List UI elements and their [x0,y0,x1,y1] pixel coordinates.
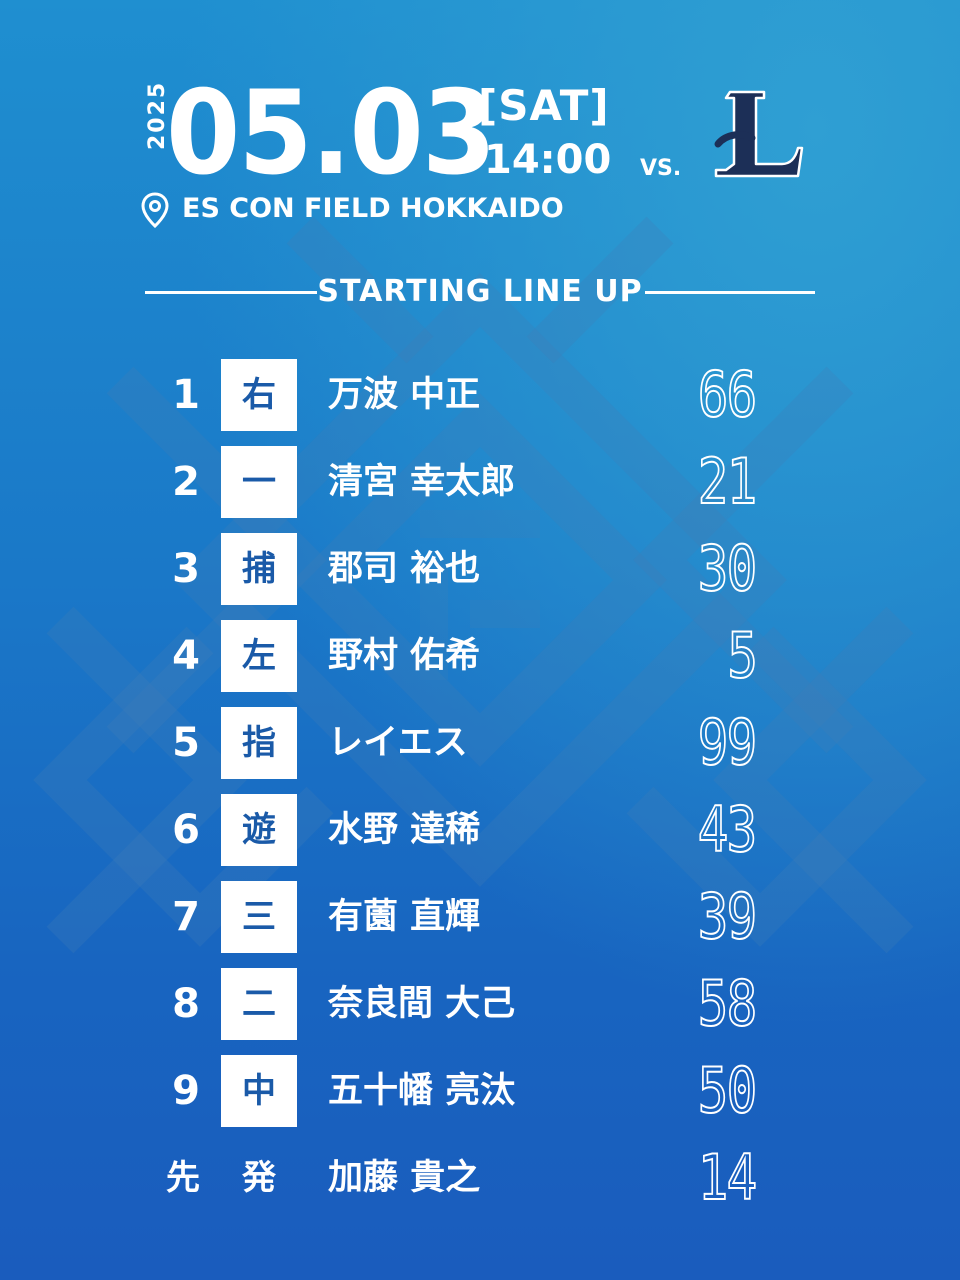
player-name: 郡司 裕也 [328,549,481,589]
batting-order: 9 [172,1068,200,1114]
batting-order: 7 [172,894,200,940]
lineup-row: 7 三 有薗 直輝 39 [0,878,960,956]
uniform-number: 99 [697,705,758,780]
uniform-number: 66 [697,357,758,432]
uniform-number: 5 [726,618,758,693]
pitcher-name: 加藤 貴之 [328,1158,481,1198]
lineup-row: 8 二 奈良間 大己 58 [0,965,960,1043]
starting-pitcher-label-2: 発 [242,1158,276,1198]
position-badge: 左 [221,620,297,692]
batting-order: 2 [172,459,200,505]
player-name: 清宮 幸太郎 [328,462,516,502]
player-name: 有薗 直輝 [328,897,481,937]
venue-name: ES CON FIELD HOKKAIDO [182,193,564,224]
uniform-number: 43 [697,792,758,867]
lineup-row: 1 右 万波 中正 66 [0,356,960,434]
uniform-number: 58 [697,966,758,1041]
batting-order: 5 [172,720,200,766]
position-badge: 指 [221,707,297,779]
batting-order: 4 [172,633,200,679]
batting-order: 8 [172,981,200,1027]
position-badge: 二 [221,968,297,1040]
game-weekday: [SAT] [478,81,610,130]
lineup-row: 2 一 清宮 幸太郎 21 [0,443,960,521]
position-badge: 捕 [221,533,297,605]
versus-label: VS. [640,156,682,181]
starting-pitcher-row: 先 発 加藤 貴之 14 [0,1139,960,1217]
position-badge: 右 [221,359,297,431]
position-badge: 一 [221,446,297,518]
lineup-row: 4 左 野村 佑希 5 [0,617,960,695]
player-name: 五十幡 亮汰 [328,1071,516,1111]
batting-order: 1 [172,372,200,418]
player-name: 万波 中正 [328,375,481,415]
position-badge: 三 [221,881,297,953]
game-time: 14:00 [484,137,612,183]
lineup-row: 6 遊 水野 達稀 43 [0,791,960,869]
section-title: STARTING LINE UP [317,274,643,309]
section-header: STARTING LINE UP [145,270,815,314]
batting-order: 6 [172,807,200,853]
lineup-row: 5 指 レイエス 99 [0,704,960,782]
pitcher-number: 14 [697,1140,758,1215]
uniform-number: 21 [697,444,758,519]
lineup-row: 9 中 五十幡 亮汰 50 [0,1052,960,1130]
game-date: 05.03 [166,66,496,201]
player-name: 奈良間 大己 [328,984,516,1024]
uniform-number: 30 [697,531,758,606]
batting-order: 3 [172,546,200,592]
position-badge: 中 [221,1055,297,1127]
divider-right [645,291,815,294]
season-year: 2025 [145,80,170,150]
position-badge: 遊 [221,794,297,866]
map-pin-icon [141,192,169,228]
uniform-number: 39 [697,879,758,954]
player-name: 水野 達稀 [328,810,481,850]
starting-pitcher-label-1: 先 [166,1158,200,1198]
lineup-row: 3 捕 郡司 裕也 30 [0,530,960,608]
player-name: 野村 佑希 [328,636,481,676]
divider-left [145,291,317,294]
opponent-team-logo [714,90,804,178]
player-name: レイエス [328,723,468,763]
uniform-number: 50 [697,1053,758,1128]
